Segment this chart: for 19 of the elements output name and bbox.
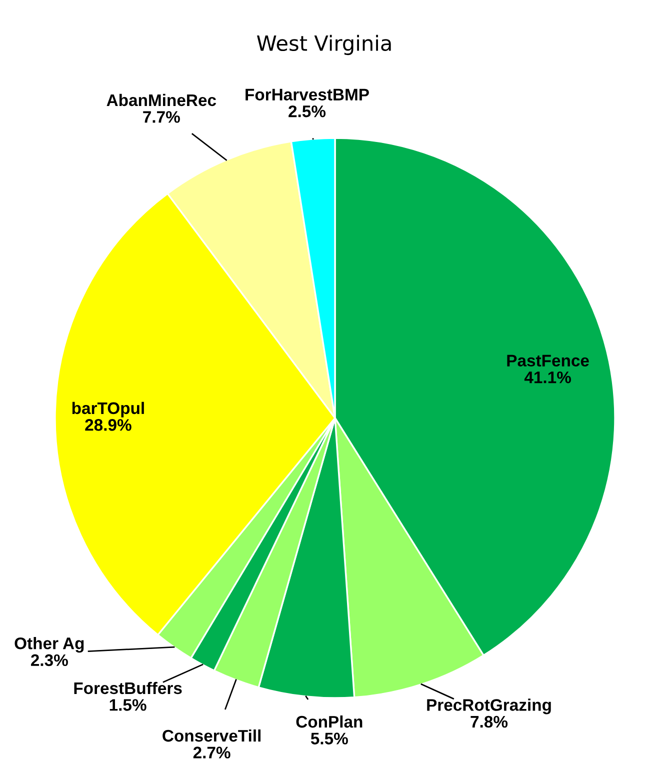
data-label: 1.5% [110, 699, 146, 711]
data-label: 7.7% [143, 111, 180, 123]
data-label: 28.9% [85, 419, 132, 431]
data-label: 41.1% [524, 371, 571, 384]
slice-label: AbanMineRec [106, 94, 216, 106]
slice-label: barTOpul [72, 402, 144, 418]
slice-label: ForestBuffers [74, 682, 182, 694]
slice-label: ConserveTill [162, 729, 260, 742]
slice-label: ConPlan [296, 715, 362, 728]
slice-label: PrecRotGrazing [427, 698, 551, 714]
data-label: 2.7% [193, 746, 230, 758]
slice-label: PastFence [507, 354, 589, 366]
slice-label: Other Ag [14, 637, 84, 653]
slice-label: ForHarvestBMP [246, 88, 369, 100]
data-label: 2.3% [30, 654, 68, 666]
data-label: 5.5% [310, 732, 348, 744]
chart-title: West Virginia [257, 34, 391, 56]
data-label: 2.5% [288, 105, 326, 118]
data-label: 7.8% [470, 716, 508, 728]
